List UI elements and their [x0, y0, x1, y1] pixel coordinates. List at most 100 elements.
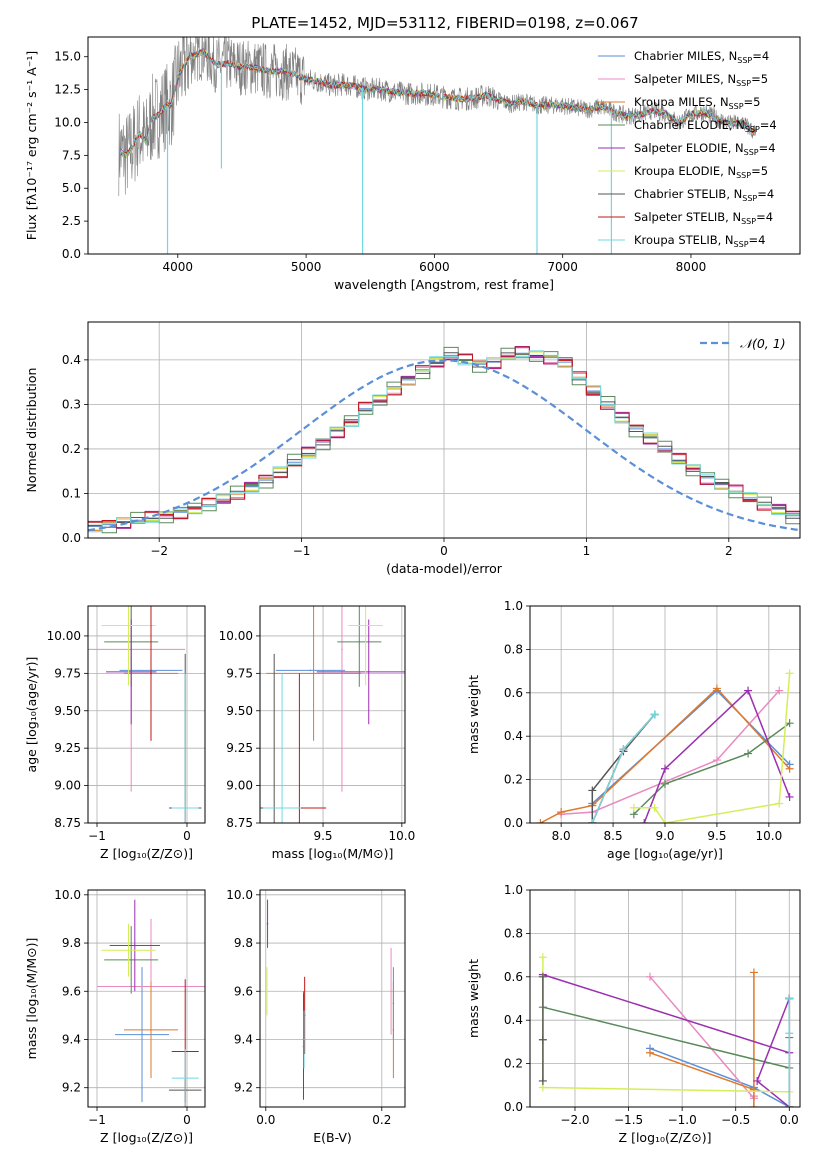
errorbar-point-kroupa_stelib — [184, 807, 186, 809]
errorbar-point-salpeter_elodie — [266, 922, 269, 925]
x-tick-label: 2 — [725, 544, 733, 558]
y-tick-label: 12.5 — [54, 83, 81, 97]
x-tick-label: 8000 — [676, 260, 707, 274]
x-tick-label: −2 — [150, 544, 168, 558]
errorbar-point-salpeter_elodie — [134, 944, 136, 947]
series-marker-chabrier_stelib — [538, 1035, 547, 1044]
y-tick-label: 0.0 — [504, 1100, 523, 1114]
axes-frame — [259, 605, 406, 824]
y-tick-label: 9.4 — [234, 1032, 253, 1046]
y-tick-label: 9.8 — [62, 936, 81, 950]
series-line-salpeter_miles — [561, 690, 780, 816]
y-tick-label: 0.2 — [504, 773, 523, 787]
age-vs-mass-points — [260, 606, 405, 823]
y-tick-label: 9.00 — [54, 779, 81, 793]
y-tick-label: 8.75 — [226, 816, 253, 830]
y-axis-label: mass weight — [466, 675, 481, 754]
series-marker-kroupa_miles — [785, 764, 794, 773]
series-marker-chabrier_stelib — [538, 1076, 547, 1085]
legend-entry-label: Chabrier ELODIE, NSSP=4 — [634, 118, 777, 134]
x-axis-label: Z [log₁₀(Z/Z⊙)] — [100, 1130, 193, 1145]
series-marker-salpeter_miles — [712, 756, 721, 765]
x-tick-label: −1 — [88, 1113, 106, 1127]
series-line-kroupa_elodie — [633, 673, 791, 823]
weight-vs-age-axes: 8.0 8.5 9.0 9.5 10.0 0.0 0.2 0.4 0.6 0.8 1.0 age [l… — [466, 599, 800, 861]
axes-frame — [87, 36, 801, 255]
legend-entry-label: Kroupa STELIB, NSSP=4 — [634, 233, 765, 249]
y-tick-label: 1.0 — [504, 599, 523, 613]
errorbar-point-kroupa_stelib — [281, 807, 283, 809]
y-tick-label: 10.0 — [54, 888, 81, 902]
axes-frame — [529, 889, 801, 1108]
series-marker-salpeter_elodie — [744, 686, 753, 695]
y-tick-label: 10.0 — [226, 888, 253, 902]
x-tick-label: 0 — [183, 829, 191, 843]
series-marker-kroupa_stelib — [785, 994, 794, 1003]
series-marker-kroupa_elodie — [538, 953, 547, 962]
y-tick-label: 0.6 — [504, 686, 523, 700]
y-tick-label: 9.00 — [226, 779, 253, 793]
errorbar-point-kroupa_miles — [150, 1029, 152, 1031]
series-marker-kroupa_stelib — [619, 745, 628, 754]
series-marker-kroupa_elodie — [661, 819, 669, 823]
y-tick-label: 9.75 — [226, 666, 253, 680]
x-tick-label: 0 — [183, 1113, 191, 1127]
y-tick-label: 9.75 — [54, 666, 81, 680]
y-tick-label: 9.6 — [62, 984, 81, 998]
x-tick-label: 4000 — [163, 260, 194, 274]
errorbar-point-salpeter_elodie — [130, 671, 132, 673]
y-tick-label: 0.0 — [504, 816, 523, 830]
series-line-chabrier_elodie — [633, 722, 791, 815]
spectrum-lines — [118, 37, 757, 254]
errorbar-point-kroupa_miles — [312, 672, 315, 675]
errorbar-point-salpeter_miles — [341, 648, 343, 651]
age-vs-Z-points — [88, 606, 202, 823]
series-marker-kroupa_elodie — [629, 803, 638, 812]
series-marker-kroupa_stelib — [588, 819, 597, 823]
y-tick-label: 0.2 — [62, 442, 81, 456]
x-axis-label: wavelength [Angstrom, rest frame] — [334, 277, 554, 292]
y-tick-label: 0.2 — [504, 1057, 523, 1071]
legend-entry-label: Kroupa MILES, NSSP=5 — [634, 95, 760, 111]
y-tick-label: 5.0 — [62, 181, 81, 195]
y-tick-label: 9.50 — [54, 704, 81, 718]
y-tick-label: 2.5 — [62, 214, 81, 228]
y-tick-label: 0.8 — [504, 642, 523, 656]
x-tick-label: 0.0 — [780, 1113, 799, 1127]
y-tick-label: 0.4 — [504, 1013, 523, 1027]
y-tick-label: 0.8 — [504, 926, 523, 940]
y-tick-label: 0.1 — [62, 486, 81, 500]
errorbar-point-kroupa_stelib — [303, 1038, 305, 1041]
series-marker-salpeter_elodie — [753, 1076, 762, 1085]
x-tick-label: 7000 — [547, 260, 578, 274]
legend-entry-label: Chabrier MILES, NSSP=4 — [634, 49, 769, 65]
plot-layer: 4000 5000 6000 7000 80000.02.55.07.510.012.5… — [24, 36, 801, 1145]
y-axis-label: mass weight — [466, 959, 481, 1038]
legend-entry-label: Chabrier STELIB, NSSP=4 — [634, 187, 774, 203]
errorbar-point-kroupa_elodie — [266, 990, 268, 993]
series-line-salpeter_elodie — [542, 973, 791, 1107]
y-tick-label: 0.4 — [62, 353, 81, 367]
x-tick-label: 0.0 — [256, 1113, 275, 1127]
y-axis-label: Normed distribution — [24, 368, 39, 493]
mass-vs-Z-points — [97, 899, 205, 1107]
weight-vs-age-series — [536, 669, 794, 823]
errorbar-point-kroupa_elodie — [127, 949, 130, 952]
y-tick-label: 9.25 — [54, 741, 81, 755]
axes-frame — [87, 889, 206, 1108]
axes-frame — [529, 605, 801, 824]
mass-vs-ebv-axes: 0.0 0.2 9.2 9.4 9.6 9.8 10.0 E(B-V) — [226, 888, 405, 1145]
x-tick-label: −0.5 — [721, 1113, 750, 1127]
series-marker-kroupa_elodie — [650, 803, 659, 812]
legend-entry-label: 𝒩(0, 1) — [740, 336, 786, 351]
axes-frame — [259, 889, 406, 1108]
x-axis-label: Z [log₁₀(Z/Z⊙)] — [619, 1130, 712, 1145]
axes-frame — [87, 321, 801, 539]
errorbar-point-kroupa_elodie — [364, 624, 367, 627]
series-marker-kroupa_miles — [536, 819, 545, 823]
errorbar-point-kroupa_miles — [392, 1029, 395, 1031]
y-tick-label: 0.6 — [504, 970, 523, 984]
errorbar-point-salpeter_stelib — [150, 672, 152, 675]
series-marker-chabrier_elodie — [661, 779, 669, 788]
